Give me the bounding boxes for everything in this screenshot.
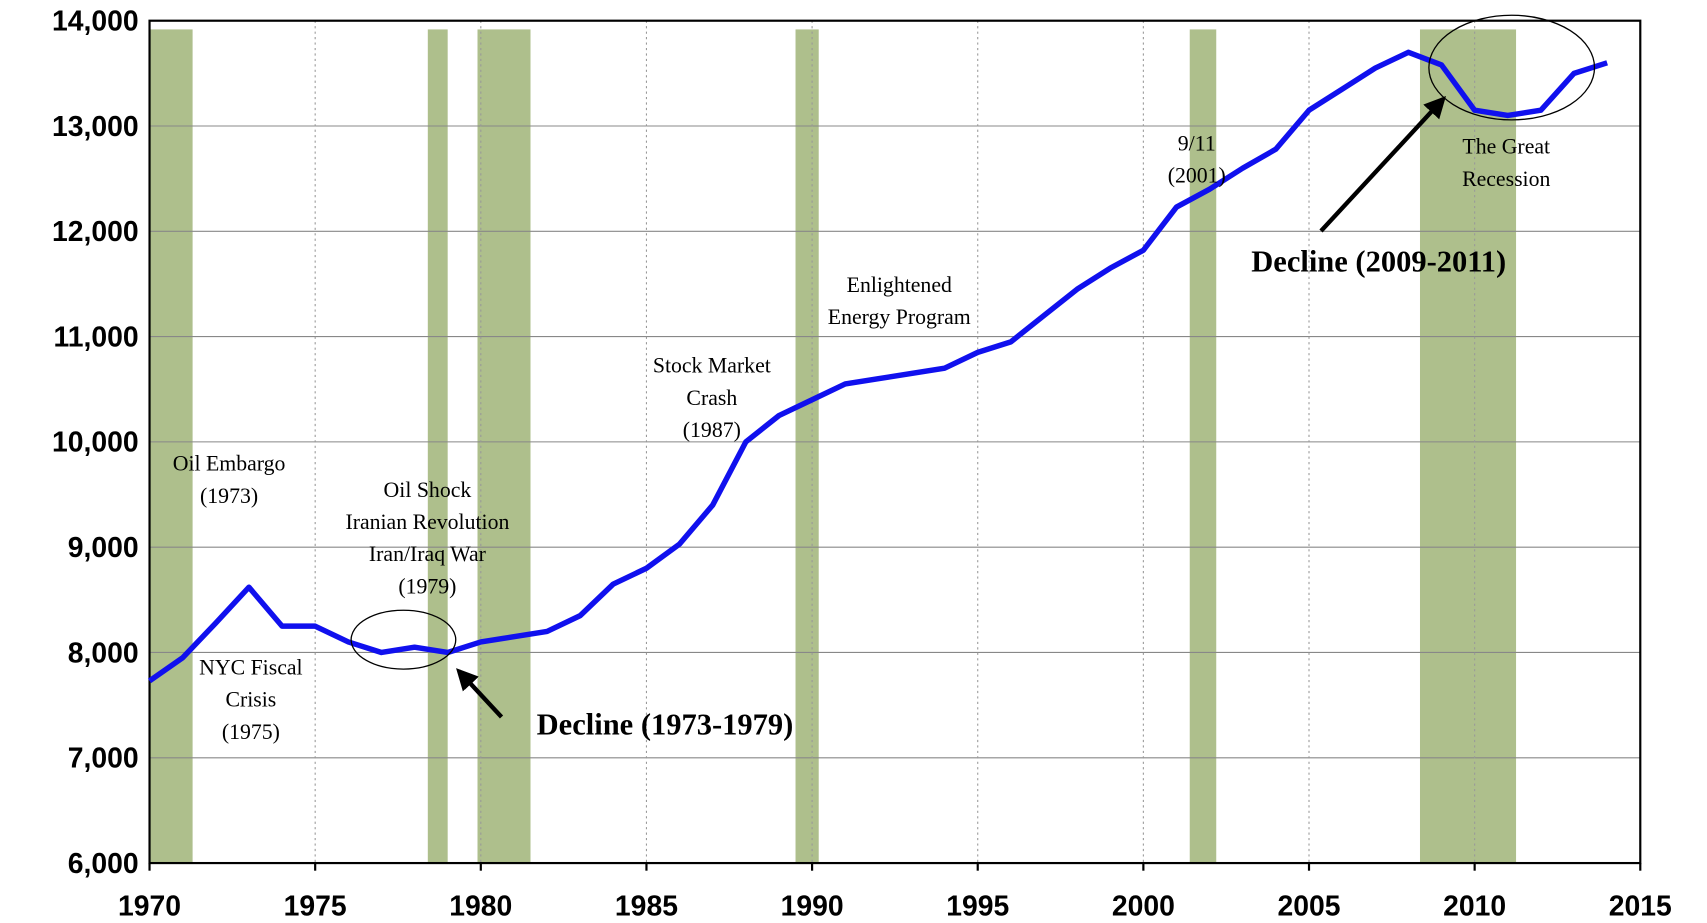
arrow — [456, 668, 504, 719]
y-tick-label: 6,000 — [68, 848, 139, 880]
y-tick-label: 14,000 — [52, 6, 139, 38]
y-tick-label: 12,000 — [52, 216, 139, 248]
data-line — [147, 49, 1608, 684]
x-tick-label: 1975 — [284, 890, 347, 922]
x-tick-label: 1970 — [118, 890, 181, 922]
x-tick-label: 1985 — [615, 890, 678, 922]
annotation: Oil Shock — [384, 478, 472, 502]
annotation: Energy Program — [828, 305, 971, 329]
x-tick-label: 1995 — [946, 890, 1009, 922]
x-tick-label: 2000 — [1112, 890, 1175, 922]
annotation: Crisis — [225, 688, 276, 712]
annotation: Oil Embargo — [173, 452, 286, 476]
recession-band — [795, 29, 819, 864]
annotation: (1975) — [222, 720, 280, 744]
annotation: Crash — [686, 386, 737, 410]
annotation: Decline (1973-1979) — [537, 707, 794, 741]
annotation: Iran/Iraq War — [369, 542, 487, 566]
annotation: Stock Market — [653, 354, 771, 378]
plot-frame — [148, 19, 1642, 865]
y-tick-label: 9,000 — [68, 532, 139, 564]
annotation: Iranian Revolution — [345, 510, 509, 534]
recession-band — [1189, 29, 1217, 864]
annotation-shapes — [350, 14, 1596, 719]
x-tick-label: 2015 — [1609, 890, 1672, 922]
x-tick-label: 1980 — [449, 890, 512, 922]
annotation: (1987) — [683, 418, 741, 442]
y-tick-label: 10,000 — [52, 427, 139, 459]
y-tick-label: 7,000 — [68, 743, 139, 775]
annotation: Recession — [1462, 167, 1550, 191]
arrow — [1319, 95, 1447, 233]
annotation: (1973) — [200, 484, 258, 508]
annotation: NYC Fiscal — [199, 656, 302, 680]
annotation: (2001) — [1168, 164, 1226, 188]
y-tick-label: 13,000 — [52, 111, 139, 143]
y-tick-label: 8,000 — [68, 637, 139, 669]
x-tick-label: 2005 — [1277, 890, 1340, 922]
recession-band — [149, 29, 193, 864]
y-tick-label: 11,000 — [54, 321, 139, 353]
x-tick-label: 1990 — [781, 890, 844, 922]
x-tick-label: 2010 — [1443, 890, 1506, 922]
recession-band — [477, 29, 531, 864]
annotation: (1979) — [398, 574, 456, 598]
recession-band — [427, 29, 448, 864]
highlight-ellipse — [1428, 14, 1596, 121]
annotation: 9/11 — [1178, 131, 1216, 155]
highlight-ellipse — [350, 609, 457, 670]
recession-band — [1419, 29, 1517, 864]
annotation: Decline (2009-2011) — [1251, 244, 1506, 278]
annotation: The Great — [1462, 135, 1550, 159]
annotation: Enlightened — [847, 273, 952, 297]
